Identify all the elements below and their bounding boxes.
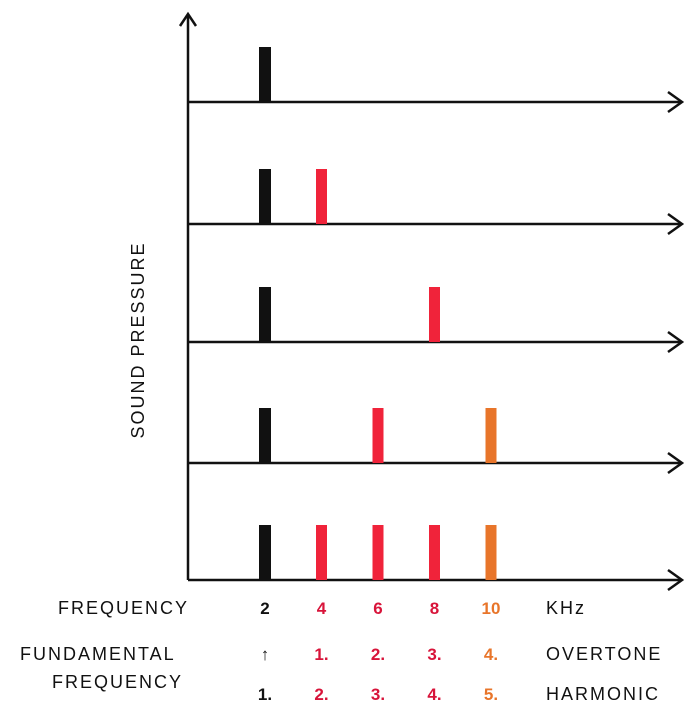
y-axis-arrowhead bbox=[178, 11, 198, 27]
harmonic-label-4: 4. bbox=[427, 685, 441, 704]
harmonic-label-1: 1. bbox=[258, 685, 272, 704]
x-unit-label: KHz bbox=[546, 598, 586, 618]
bar-panel4-10khz bbox=[485, 408, 497, 463]
bar-panel3-8khz bbox=[429, 287, 440, 342]
harmonic-row-name: HARMONIC bbox=[546, 684, 660, 704]
bar-panel4-2khz bbox=[259, 408, 271, 463]
bar-panel2-4khz bbox=[316, 169, 327, 224]
x-tick-label-8: 8 bbox=[430, 599, 439, 618]
harmonic-label-2: 2. bbox=[314, 685, 328, 704]
x-axis-arrowhead-4 bbox=[667, 451, 685, 475]
bar-panel3-2khz bbox=[259, 287, 271, 342]
bar-panel1-2khz bbox=[259, 47, 271, 102]
frequency-row-label: FREQUENCY bbox=[58, 598, 189, 618]
overtone-label-1: 1. bbox=[314, 645, 328, 664]
harmonic-label-3: 3. bbox=[371, 685, 385, 704]
x-tick-label-4: 4 bbox=[317, 599, 327, 618]
harmonic-label-5: 5. bbox=[484, 685, 498, 704]
x-tick-label-6: 6 bbox=[373, 599, 382, 618]
overtone-label-2: 2. bbox=[371, 645, 385, 664]
bar-panel5-10khz bbox=[485, 525, 497, 580]
x-axis-arrowhead-1 bbox=[667, 90, 685, 114]
bar-panel5-6khz bbox=[372, 525, 384, 580]
fundamental-label-line-2: FREQUENCY bbox=[52, 672, 183, 692]
x-axis-arrowhead-2 bbox=[667, 212, 685, 236]
bars-group bbox=[259, 47, 497, 580]
y-axis-label: SOUND PRESSURE bbox=[128, 241, 148, 438]
x-tick-label-10: 10 bbox=[482, 599, 501, 618]
overtone-label-3: 3. bbox=[427, 645, 441, 664]
bar-panel4-6khz bbox=[372, 408, 384, 463]
bar-panel5-2khz bbox=[259, 525, 271, 580]
bar-panel5-4khz bbox=[316, 525, 327, 580]
overtone-row-name: OVERTONE bbox=[546, 644, 662, 664]
fundamental-label-line-1: FUNDAMENTAL bbox=[20, 644, 176, 664]
bar-panel2-2khz bbox=[259, 169, 271, 224]
x-axis-arrowhead-3 bbox=[667, 330, 685, 354]
x-tick-label-2: 2 bbox=[260, 599, 269, 618]
labels-group: SOUND PRESSURE FREQUENCY 2 4 6 8 10 KHz FUNDAMEN… bbox=[20, 241, 662, 704]
x-axis-arrowhead-5 bbox=[667, 568, 685, 592]
overtone-label-4: 4. bbox=[484, 645, 498, 664]
fundamental-marker: ↑ bbox=[261, 645, 270, 664]
bar-panel5-8khz bbox=[429, 525, 440, 580]
